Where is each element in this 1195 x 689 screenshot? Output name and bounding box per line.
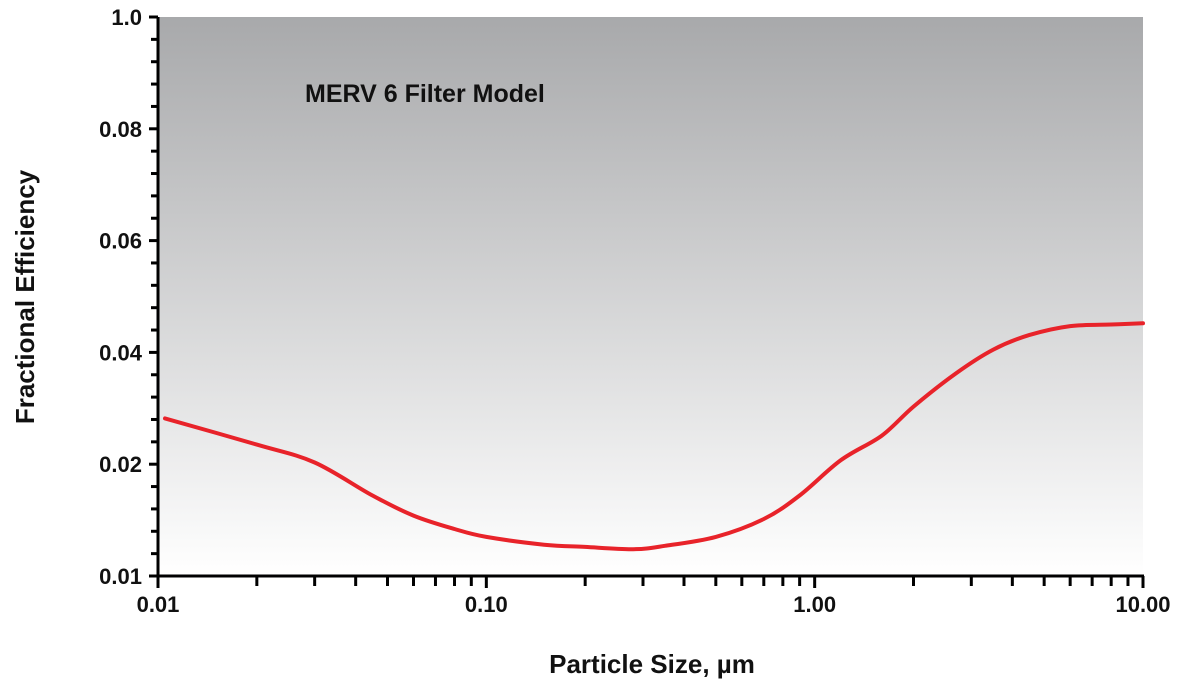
- x-tick-label: 0.01: [137, 592, 180, 617]
- x-tick-label: 0.10: [465, 592, 508, 617]
- plot-area: [158, 17, 1143, 576]
- y-tick-label: 0.04: [99, 340, 143, 365]
- y-tick-label: 0.01: [99, 564, 142, 589]
- axis-tick-labels: 0.01 0.02 0.04 0.06 0.08 1.0 0.01 0.10 1.00 10.00: [99, 5, 1170, 617]
- y-tick-label: 0.08: [99, 117, 142, 142]
- y-tick-label: 0.06: [99, 229, 142, 254]
- y-axis-title: Fractional Efficiency: [10, 169, 40, 424]
- x-axis-title: Particle Size, µm: [549, 649, 755, 679]
- x-tick-label: 10.00: [1115, 592, 1170, 617]
- y-tick-label: 1.0: [111, 5, 142, 30]
- x-tick-label: 1.00: [793, 592, 836, 617]
- y-tick-label: 0.02: [99, 452, 142, 477]
- chart-title: MERV 6 Filter Model: [305, 80, 545, 108]
- efficiency-curve: [163, 321, 1145, 552]
